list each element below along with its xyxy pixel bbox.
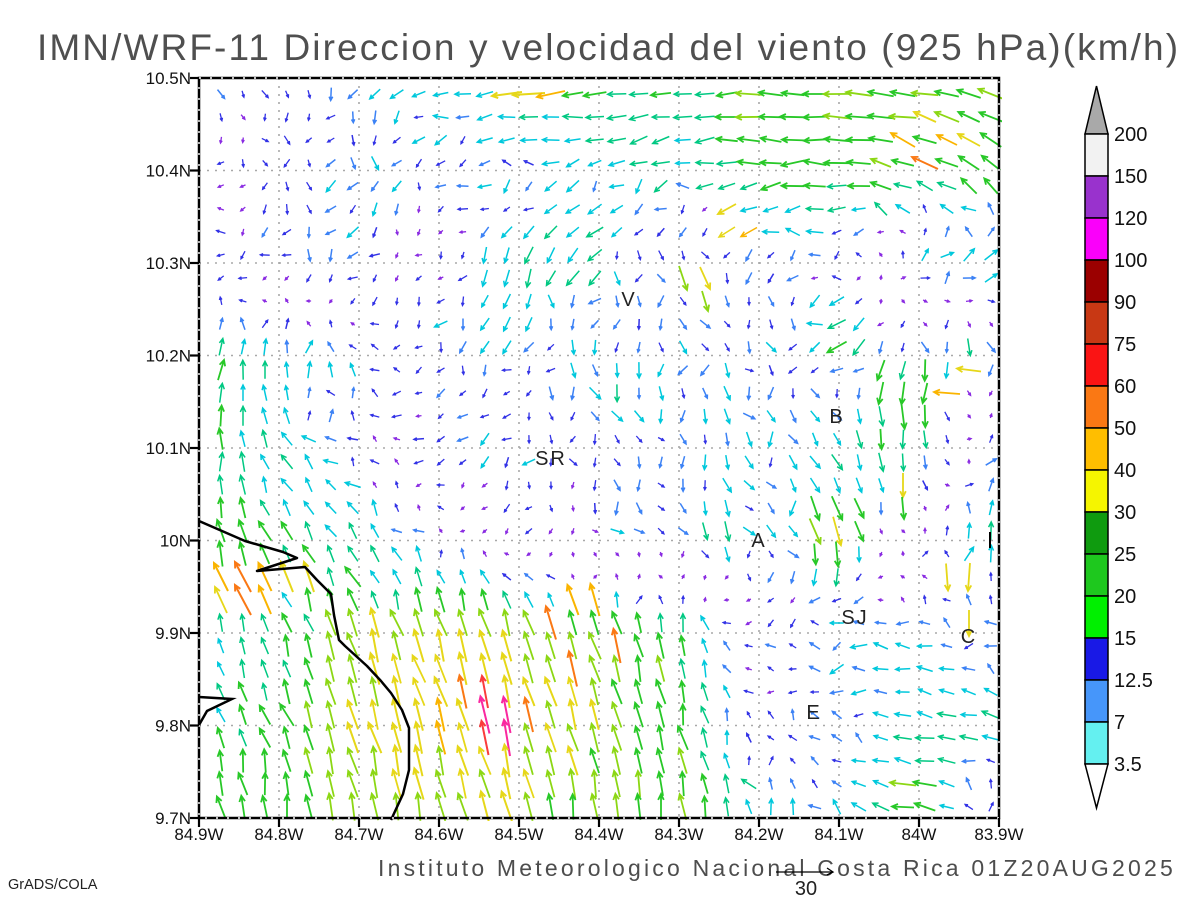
svg-text:90: 90 <box>1114 292 1136 314</box>
svg-text:7: 7 <box>1114 712 1125 734</box>
svg-text:25: 25 <box>1114 544 1136 566</box>
svg-text:50: 50 <box>1114 418 1136 440</box>
svg-text:A: A <box>751 530 766 552</box>
svg-text:10.3N: 10.3N <box>146 254 191 273</box>
svg-text:10.5N: 10.5N <box>146 69 191 88</box>
svg-text:84.8W: 84.8W <box>254 825 303 844</box>
svg-text:75: 75 <box>1114 334 1136 356</box>
svg-text:20: 20 <box>1114 586 1136 608</box>
svg-text:V: V <box>621 289 636 311</box>
svg-text:40: 40 <box>1114 460 1136 482</box>
svg-text:83.9W: 83.9W <box>974 825 1023 844</box>
svg-text:9.9N: 9.9N <box>155 624 191 643</box>
svg-text:10N: 10N <box>160 532 191 551</box>
svg-text:GrADS/COLA: GrADS/COLA <box>8 877 98 893</box>
svg-text:84.7W: 84.7W <box>334 825 383 844</box>
svg-text:84W: 84W <box>902 825 937 844</box>
svg-text:SR: SR <box>535 448 567 470</box>
svg-text:84.2W: 84.2W <box>734 825 783 844</box>
svg-text:B: B <box>829 406 844 428</box>
svg-text:200: 200 <box>1114 124 1147 146</box>
svg-text:10.4N: 10.4N <box>146 162 191 181</box>
svg-text:84.4W: 84.4W <box>574 825 623 844</box>
svg-text:10.1N: 10.1N <box>146 439 191 458</box>
svg-text:SJ: SJ <box>841 607 868 629</box>
svg-text:9.7N: 9.7N <box>155 809 191 828</box>
svg-text:IMN/WRF-11 Direccion y velocid: IMN/WRF-11 Direccion y velocidad del vie… <box>37 27 1180 68</box>
svg-text:30: 30 <box>1114 502 1136 524</box>
svg-text:9.8N: 9.8N <box>155 717 191 736</box>
svg-text:Instituto Meteorologico Nacion: Instituto Meteorologico Nacional Costa R… <box>378 855 1176 881</box>
svg-text:84.1W: 84.1W <box>814 825 863 844</box>
svg-text:15: 15 <box>1114 628 1136 650</box>
svg-text:E: E <box>806 702 821 724</box>
svg-text:84.3W: 84.3W <box>654 825 703 844</box>
svg-text:150: 150 <box>1114 166 1147 188</box>
svg-text:84.5W: 84.5W <box>494 825 543 844</box>
svg-text:120: 120 <box>1114 208 1147 230</box>
svg-text:30: 30 <box>795 878 817 900</box>
svg-text:3.5: 3.5 <box>1114 754 1142 776</box>
svg-text:60: 60 <box>1114 376 1136 398</box>
svg-text:84.9W: 84.9W <box>174 825 223 844</box>
svg-text:100: 100 <box>1114 250 1147 272</box>
svg-text:84.6W: 84.6W <box>414 825 463 844</box>
svg-text:C: C <box>961 626 977 648</box>
svg-text:12.5: 12.5 <box>1114 670 1153 692</box>
svg-text:10.2N: 10.2N <box>146 347 191 366</box>
